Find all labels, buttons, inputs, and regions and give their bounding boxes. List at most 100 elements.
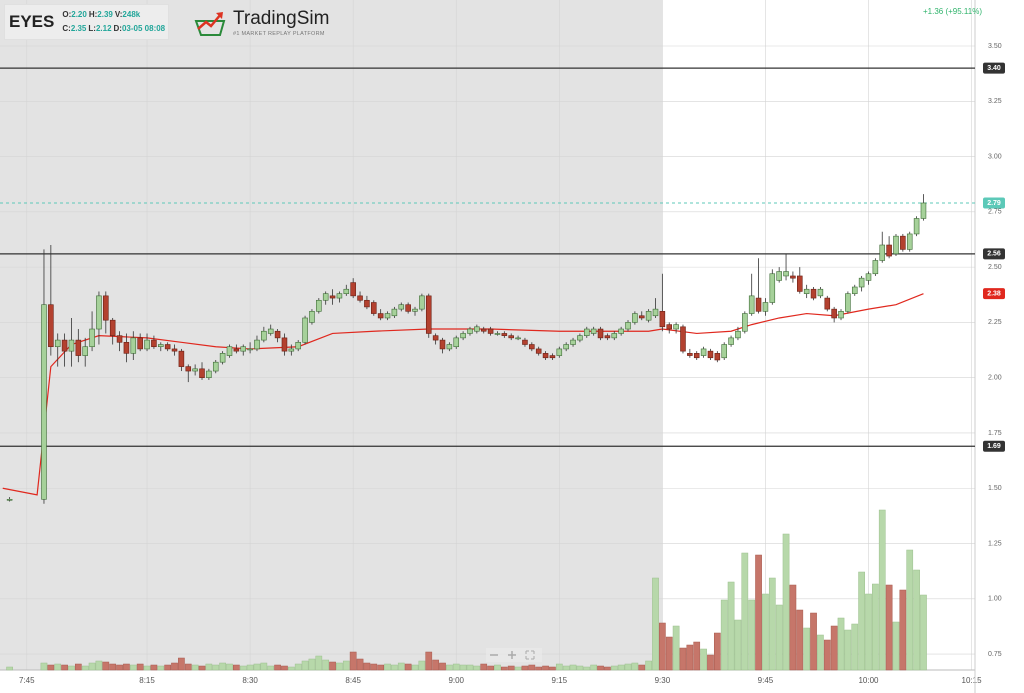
volume-bar (459, 664, 467, 671)
candle (851, 284, 858, 296)
volume-bar (576, 665, 584, 671)
candle-body (515, 337, 521, 340)
volume-bar (590, 664, 597, 671)
candle (116, 331, 123, 352)
candle (96, 291, 102, 345)
candle (721, 342, 727, 360)
quote-label: V: (114, 10, 123, 19)
candle (535, 346, 542, 356)
candle (212, 359, 219, 374)
volume-bar (480, 663, 488, 671)
volume-bar (734, 619, 742, 671)
candle-body (783, 271, 789, 277)
volume-bar (294, 663, 302, 671)
candle (405, 302, 411, 314)
candle (439, 337, 446, 354)
candle-body (219, 353, 226, 363)
volume-bar (397, 662, 405, 671)
candle (151, 335, 157, 349)
candle-body (254, 339, 260, 350)
volume-bar (830, 625, 838, 671)
candle (123, 333, 130, 363)
candle-body (295, 341, 301, 350)
candle-body (851, 286, 858, 294)
volume-bar (555, 663, 563, 671)
candle (556, 346, 563, 358)
candle (240, 344, 247, 356)
volume-bar (246, 664, 254, 671)
candle (371, 300, 377, 316)
candle-body (233, 348, 240, 352)
volume-bar (768, 577, 776, 671)
candle-body (6, 498, 13, 501)
candle-body (109, 319, 116, 336)
volume-bar (363, 662, 371, 671)
volume-bar (727, 581, 735, 671)
level-tag-box (983, 248, 1005, 260)
zoom-reset[interactable] (525, 650, 535, 660)
y-tick-label: 1.00 (988, 596, 1002, 603)
candle-body (130, 337, 137, 354)
x-tick-label: 8:15 (139, 676, 155, 685)
x-tick-label: 9:00 (448, 676, 464, 685)
candle-body (192, 368, 198, 372)
volume-bar (102, 661, 110, 671)
candle (886, 236, 892, 259)
volume-bar (885, 584, 893, 671)
candle (714, 351, 721, 363)
volume-bar (638, 664, 646, 671)
candle-body (343, 288, 350, 294)
volume-bar (219, 662, 226, 671)
volume-bar (322, 659, 330, 671)
candle (6, 497, 13, 502)
volume-bar (652, 577, 659, 671)
volume-bar (604, 666, 611, 671)
volume-bar (858, 571, 865, 671)
candle-body (666, 324, 673, 330)
volume-bar (164, 664, 171, 671)
volume-bar (425, 651, 433, 671)
volume-bar (267, 665, 275, 671)
volume-bar (81, 665, 89, 671)
volume-bar (748, 599, 756, 671)
logo-name: TradingSim (233, 8, 330, 29)
candle-body (776, 271, 782, 281)
volume-bar (439, 662, 446, 671)
volume-bar (349, 651, 357, 671)
volume-bar (823, 639, 831, 671)
zoom-controls[interactable] (486, 648, 542, 662)
volume-bar (473, 665, 481, 671)
volume-bar (865, 593, 872, 671)
quote-value: 2.35 (70, 24, 87, 33)
y-tick-label: 1.50 (988, 485, 1002, 492)
candle (693, 351, 700, 360)
ma-tag: 2.38 (983, 288, 1005, 300)
candle-body (41, 304, 47, 500)
volume-bar (542, 665, 549, 671)
volume-bar (418, 660, 426, 671)
candle (906, 231, 913, 252)
volume-bar (68, 665, 75, 671)
zoom-in[interactable] (508, 651, 516, 659)
candle-body (274, 330, 281, 339)
candle-body (714, 353, 721, 361)
volume-bar (157, 665, 165, 671)
candle (467, 326, 473, 336)
volume-bar (404, 663, 412, 671)
candle-body (302, 317, 308, 343)
logo-tagline: #1 MARKET REPLAY PLATFORM (233, 31, 325, 37)
volume-bar (693, 641, 701, 671)
candle (515, 335, 521, 341)
candle-body (742, 313, 748, 332)
candle-body (913, 218, 920, 235)
volume-bar (143, 665, 151, 671)
x-tick-label: 9:15 (552, 676, 568, 685)
candle-body (900, 235, 906, 250)
candle (638, 311, 645, 321)
volume-bar (700, 648, 707, 671)
candle (604, 333, 611, 341)
volume-bar (851, 623, 859, 671)
x-tick-label: 9:30 (655, 676, 671, 685)
candle (584, 326, 590, 338)
